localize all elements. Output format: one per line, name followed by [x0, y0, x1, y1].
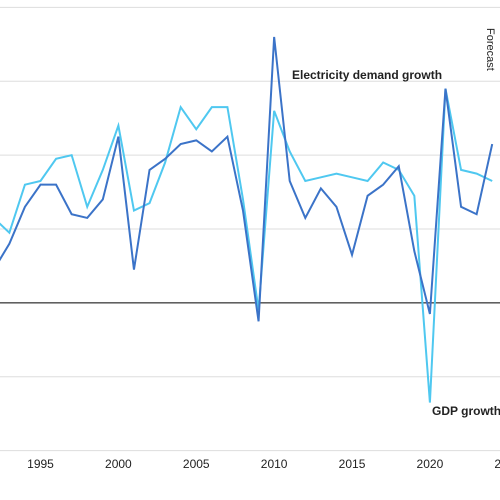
x-tick-label: 2025 — [494, 457, 500, 471]
annotation: Forecast — [484, 28, 496, 71]
x-tick-label: 2015 — [339, 457, 366, 471]
line — [0, 36, 494, 322]
annotation: Electricity demand growth — [292, 68, 442, 82]
line — [0, 88, 493, 403]
x-tick-label: 2005 — [183, 457, 210, 471]
annotation: GDP growth — [432, 404, 500, 418]
x-tick-label: 2020 — [417, 457, 444, 471]
x-tick-label: 1995 — [27, 457, 54, 471]
x-tick-label: 2000 — [105, 457, 132, 471]
x-tick-label: 2010 — [261, 457, 288, 471]
